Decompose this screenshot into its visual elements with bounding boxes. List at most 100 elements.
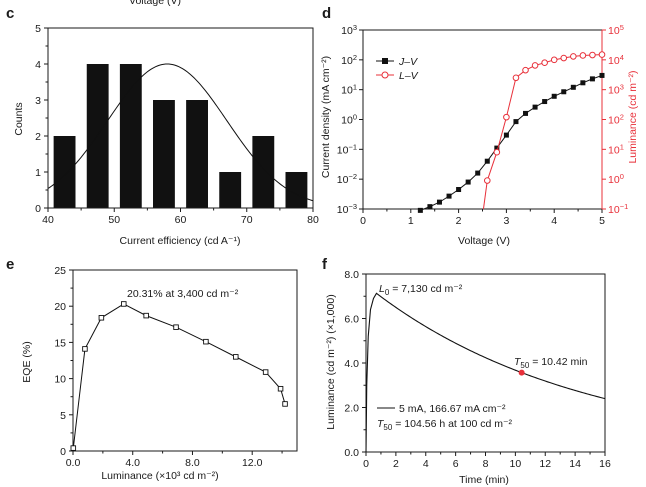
histogram-bar [119, 64, 142, 208]
panel-f: f 0 2 4 6 8 10 12 14 16 0.0 2.0 4.0 6.0 8.0 L0 = 7,1… [322, 256, 611, 486]
panel-f-t50-extrap: T50 = 104.56 h at 100 cd m⁻² [377, 418, 512, 432]
y-left-tick-label: 10−2 [337, 172, 357, 186]
x-tick-label: 0 [363, 458, 369, 470]
x-tick-label: 5 [599, 215, 605, 227]
jv-data-point [599, 72, 605, 78]
y-right-tick-label: 103 [608, 83, 624, 97]
panel-d-x-ticks: 0 1 2 3 4 5 [360, 209, 605, 227]
jv-data-point [523, 110, 529, 116]
y-tick-label: 0 [60, 446, 66, 458]
y-tick-label: 20 [54, 301, 66, 313]
x-tick-label: 10 [510, 458, 522, 470]
y-tick-label: 0 [35, 203, 41, 215]
jv-data-point [494, 145, 500, 151]
panel-letter-c: c [6, 5, 14, 22]
y-tick-label: 5 [35, 23, 41, 35]
legend-jv-label: J–V [398, 56, 418, 68]
panel-c-bars [53, 64, 308, 208]
x-tick-label: 2 [456, 215, 462, 227]
y-left-tick-label: 101 [341, 83, 357, 97]
eqe-data-point [233, 354, 239, 360]
panel-f-legend: 5 mA, 166.67 mA cm⁻² T50 = 104.56 h at 1… [377, 403, 512, 432]
eqe-data-point [143, 312, 149, 319]
lv-data-point [560, 54, 568, 62]
panel-e-annotation: 20.31% at 3,400 cd m⁻² [127, 288, 239, 300]
lv-data-point [531, 62, 539, 69]
lv-data-point [522, 66, 529, 74]
x-tick-label: 70 [241, 214, 253, 226]
luminance-decay-curve [365, 292, 606, 453]
jv-data-point [503, 132, 509, 138]
lv-data-point [589, 51, 596, 59]
panel-letter-d: d [322, 5, 331, 22]
y-tick-label: 8.0 [344, 269, 359, 281]
t50-marker [518, 369, 525, 376]
histogram-bar [252, 136, 275, 208]
panel-d-right-y-axis-label: Luminance (cd m⁻²) [627, 70, 639, 163]
x-tick-label: 80 [307, 214, 319, 226]
y-right-tick-label: 100 [608, 172, 624, 186]
lv-data-point [541, 59, 548, 67]
jv-data-point [436, 199, 442, 205]
x-tick-label: 6 [453, 458, 459, 470]
jv-data-point [484, 158, 490, 164]
lv-data-point [550, 56, 558, 64]
clipped-top-label: Voltage (V) [129, 0, 181, 7]
lv-onset-line [482, 180, 488, 210]
eqe-data-point [277, 385, 284, 392]
eqe-data-point [98, 315, 105, 321]
panel-e-y-axis-label: EQE (%) [21, 341, 33, 382]
panel-e-series [70, 301, 288, 451]
eqe-data-point [173, 324, 179, 330]
jv-data-point [542, 99, 548, 105]
x-tick-label: 50 [108, 214, 120, 226]
x-tick-label: 60 [175, 214, 187, 226]
y-tick-label: 2.0 [344, 403, 359, 415]
lv-data-point [512, 74, 520, 82]
x-tick-label: 0.0 [66, 457, 81, 469]
x-tick-label: 4 [551, 215, 557, 227]
x-tick-label: 4.0 [125, 457, 140, 469]
lv-data-point [570, 53, 577, 60]
panel-e-y-ticks: 0 5 10 15 20 25 [54, 265, 73, 458]
panel-f-x-ticks: 0 2 4 6 8 10 12 14 16 [363, 452, 611, 470]
panel-f-y-axis-label: Luminance (cd m⁻²) (×1,000) [325, 294, 337, 429]
y-right-tick-label: 102 [608, 113, 624, 127]
panel-c-y-ticks: 0 1 2 3 4 5 [35, 23, 48, 215]
jv-data-point [456, 187, 462, 193]
y-tick-label: 4.0 [344, 358, 359, 370]
y-tick-label: 2 [35, 131, 41, 143]
jv-data-point [551, 93, 557, 99]
histogram-bar [285, 172, 308, 208]
y-tick-label: 0.0 [344, 447, 359, 459]
panel-letter-e: e [6, 256, 14, 273]
panel-c-y-axis-label: Counts [13, 102, 25, 135]
panel-d-left-y-axis-label: Current density (mA cm⁻²) [320, 56, 332, 178]
y-right-tick-label: 104 [608, 53, 624, 67]
x-tick-label: 16 [599, 458, 611, 470]
panel-c-gaussian-fit [47, 63, 314, 202]
y-left-tick-label: 10−3 [337, 202, 357, 216]
eqe-data-point [82, 346, 88, 352]
eqe-data-point [203, 338, 209, 345]
panel-c: c 40 50 60 70 80 0 1 2 3 4 5 Current efficiency (… [6, 5, 319, 247]
panel-d-right-y-ticks: 10−1 100 101 102 103 104 105 [602, 23, 628, 216]
panel-f-series [365, 292, 606, 453]
eqe-line [72, 303, 286, 449]
y-left-tick-label: 102 [341, 53, 357, 67]
lv-data-point [503, 113, 510, 121]
panel-d-left-y-ticks: 10−3 10−2 10−1 100 101 102 103 [337, 23, 363, 216]
jv-data-point [465, 179, 471, 185]
panel-f-l0-annotation: L0 = 7,130 cd m⁻² [379, 283, 463, 297]
jv-data-point [427, 204, 433, 210]
y-tick-label: 1 [35, 167, 41, 179]
panel-f-t50-annotation: T50 = 10.42 min [514, 356, 588, 370]
panel-e: e 0.0 4.0 8.0 12.0 0 5 10 15 20 25 20.31% at 3,4… [6, 256, 298, 482]
panel-d-series-jv [417, 72, 605, 213]
x-tick-label: 1 [408, 215, 414, 227]
panel-f-x-axis-label: Time (min) [459, 474, 509, 486]
jv-data-point [475, 170, 481, 176]
y-tick-label: 10 [54, 374, 66, 386]
